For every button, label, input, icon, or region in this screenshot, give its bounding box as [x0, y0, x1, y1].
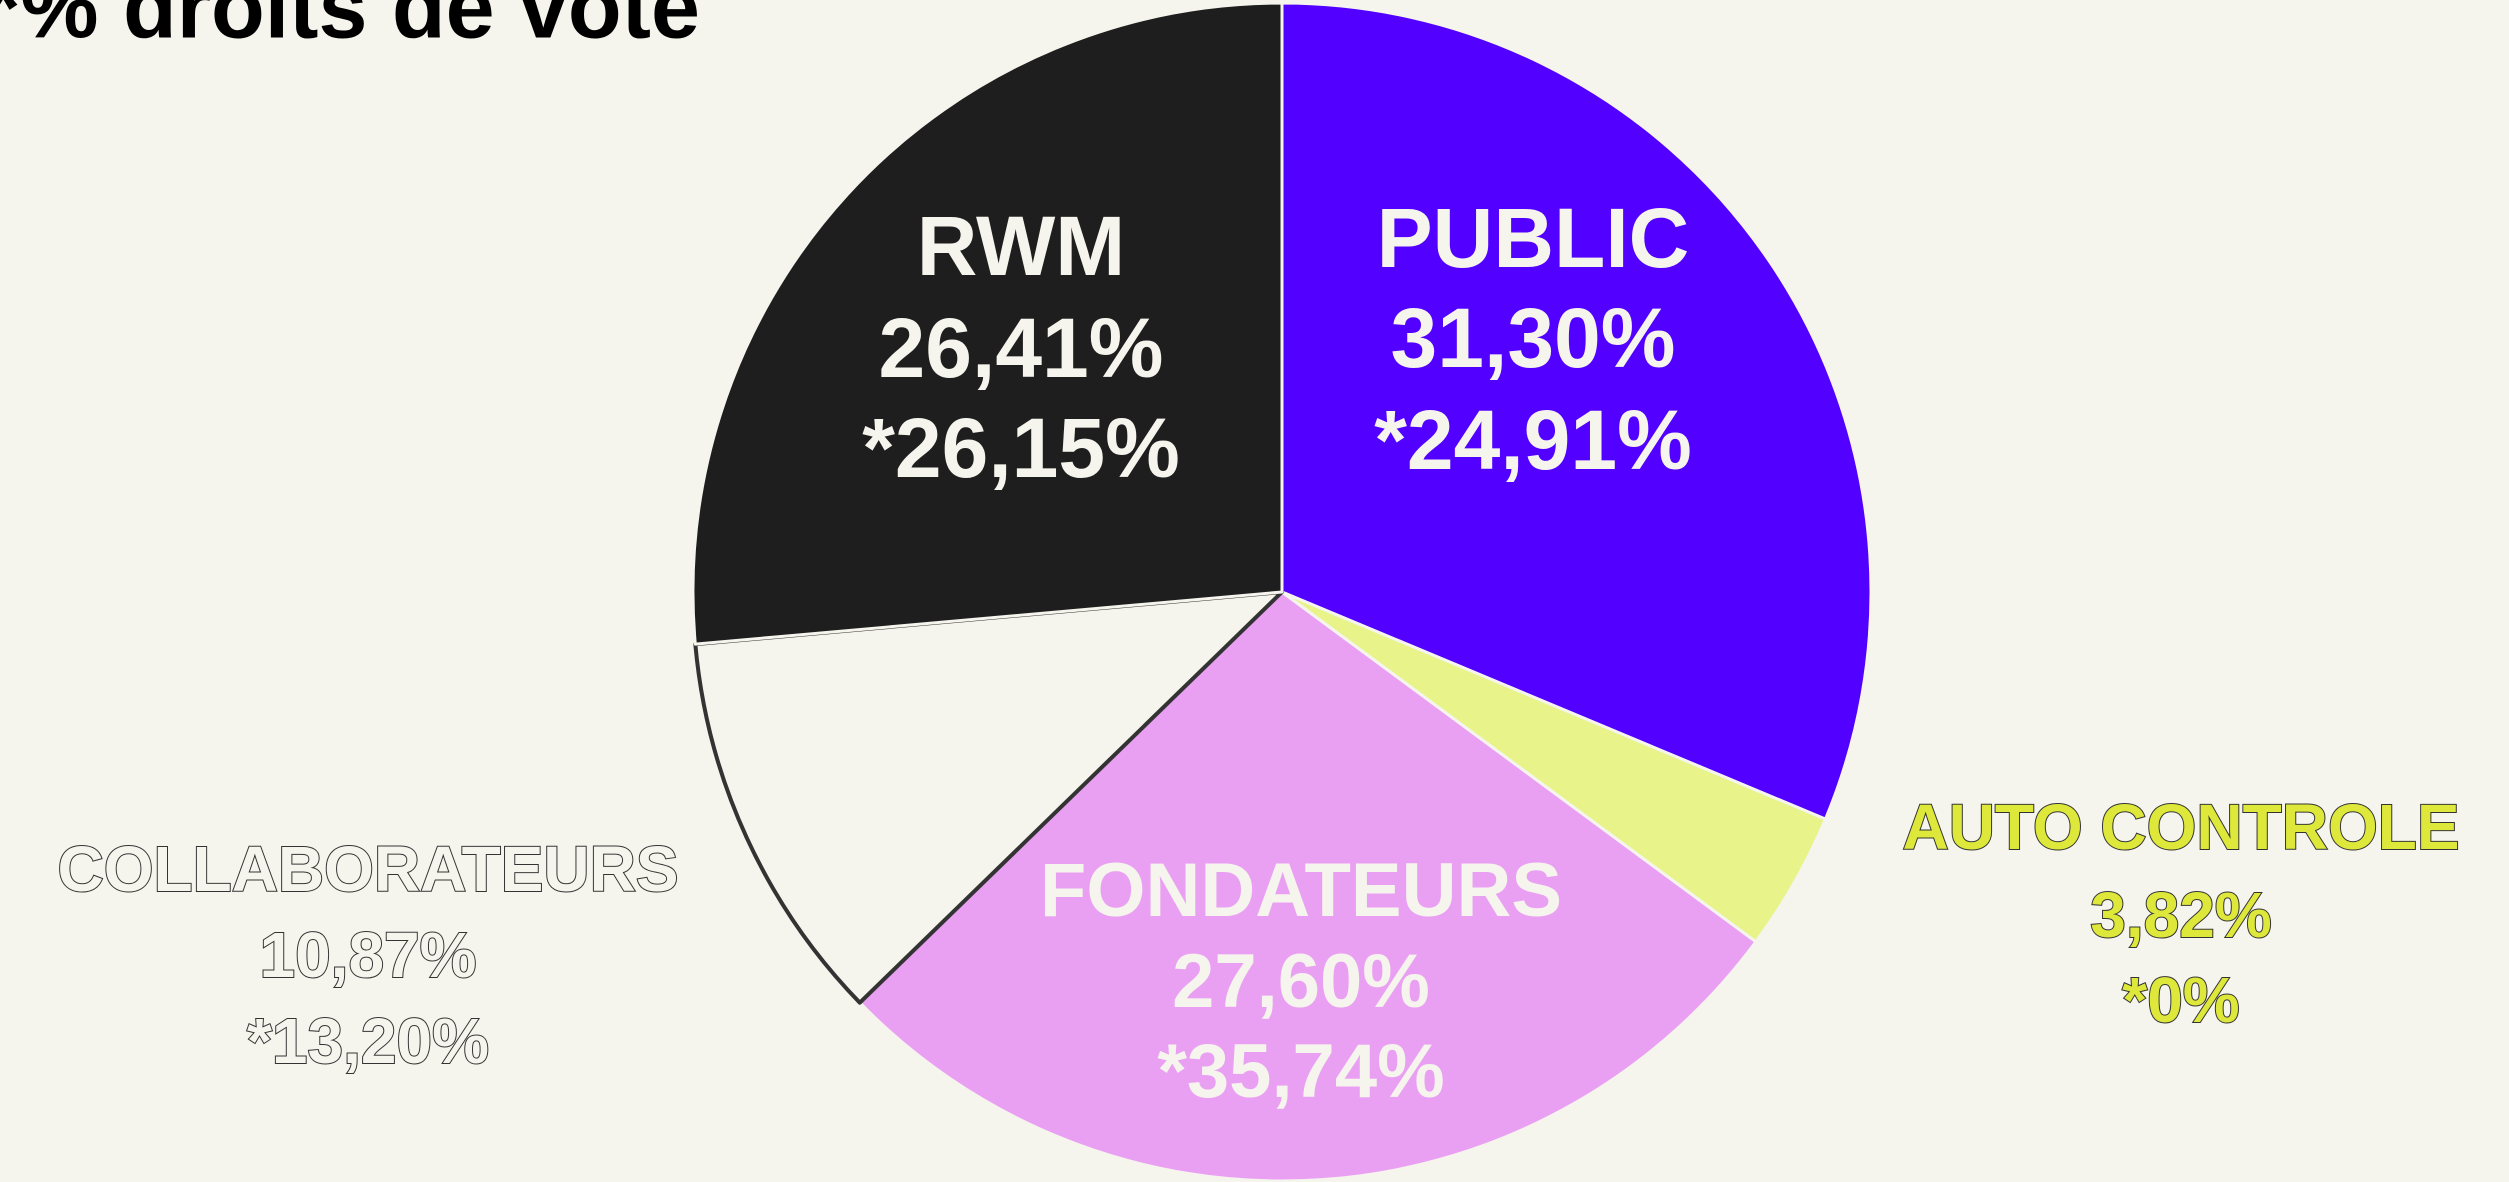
slice-value-label: 27,60%: [1172, 939, 1430, 1024]
slice-value-label: 3,82%: [2090, 879, 2271, 951]
slice-category-label: AUTO CONTROLE: [1902, 791, 2459, 863]
slice-voting-label: *26,15%: [862, 401, 1180, 495]
slice-voting-label: *35,74%: [1157, 1029, 1444, 1114]
slice-value-label: 26,41%: [879, 301, 1164, 395]
slice-category-label: RWM: [917, 199, 1125, 293]
slice-voting-label: *0%: [2122, 964, 2239, 1036]
pie-slice: [1280, 1, 1873, 821]
slice-category-label: PUBLIC: [1377, 191, 1690, 285]
slice-category-label: COLLABORATEURS: [58, 833, 679, 905]
slice-value-label: 10,87%: [259, 919, 476, 991]
slice-voting-label: *13,20%: [247, 1005, 489, 1077]
pie-slice: [691, 1, 1284, 646]
pie-slice: [693, 590, 1284, 1005]
pie-slice: [858, 590, 1758, 1182]
chart-title: *% droits de vote: [0, 0, 700, 56]
slice-value-label: 31,30%: [1391, 291, 1676, 385]
slice-voting-label: *24,91%: [1374, 393, 1692, 487]
slice-category-label: FONDATEURS: [1040, 848, 1562, 933]
